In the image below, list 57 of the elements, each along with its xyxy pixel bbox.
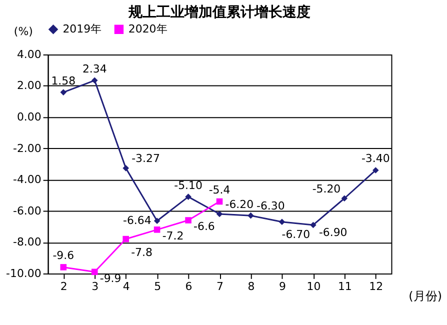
data-label: -6.30	[256, 200, 285, 213]
data-label: -6.6	[194, 220, 215, 234]
data-label: -5.20	[312, 182, 341, 196]
x-tick-label: 12	[369, 280, 384, 293]
point	[278, 218, 286, 225]
y-tick-label: -2.00	[13, 142, 42, 155]
x-tick-label: 2	[60, 280, 68, 293]
legend-label: 2020年	[128, 22, 168, 36]
x-tick-label: 10	[306, 280, 321, 293]
y-tick-label: -6.00	[13, 204, 42, 218]
x-axis-title: (月份)	[408, 288, 442, 303]
data-label: -6.90	[318, 226, 348, 239]
legend-label: 2019年	[62, 22, 102, 36]
y-tick-label: -4.00	[13, 173, 42, 186]
data-label: -6.64	[123, 214, 152, 227]
data-label: 2.34	[82, 62, 107, 76]
x-tick-label: 5	[154, 280, 162, 293]
data-label: -7.2	[162, 230, 184, 243]
y-axis-title: (%)	[14, 25, 33, 38]
data-label: -9.6	[52, 249, 74, 262]
point	[91, 77, 98, 84]
x-tick-label: 7	[216, 280, 224, 293]
point	[122, 236, 129, 242]
y-tick-label: -8.00	[13, 236, 42, 249]
data-label: -6.20	[225, 198, 254, 212]
x-tick-label: 11	[338, 280, 352, 293]
data-label: -5.10	[174, 178, 202, 192]
y-tick-label: 0.00	[16, 110, 42, 124]
data-label: -5.4	[208, 184, 230, 197]
x-tick-label: 4	[122, 280, 130, 293]
x-tick-label: 6	[185, 280, 192, 293]
y-tick-label: -10.00	[6, 266, 42, 280]
y-tick-label: 4.00	[16, 48, 42, 61]
point	[91, 268, 98, 276]
x-tick-label: 8	[248, 280, 255, 293]
data-label: -6.70	[282, 228, 310, 241]
x-tick-label: 3	[92, 280, 99, 293]
x-tick-label: 9	[278, 280, 286, 293]
point	[60, 264, 67, 270]
point	[248, 212, 254, 219]
data-label: -3.27	[132, 152, 160, 166]
point	[216, 198, 223, 205]
point	[60, 89, 67, 96]
data-label: -3.40	[361, 152, 390, 166]
point	[122, 165, 129, 172]
chart-title: 规上工业增加值累计增长速度	[128, 4, 311, 21]
point	[185, 217, 192, 224]
data-label: 1.58	[51, 74, 76, 88]
point	[154, 218, 160, 224]
point	[154, 226, 160, 233]
point	[185, 194, 192, 200]
y-tick-label: 2.00	[16, 79, 42, 92]
point	[372, 167, 379, 174]
point	[216, 210, 223, 218]
point	[310, 222, 316, 228]
point	[341, 195, 348, 202]
data-label: -7.8	[131, 246, 152, 259]
